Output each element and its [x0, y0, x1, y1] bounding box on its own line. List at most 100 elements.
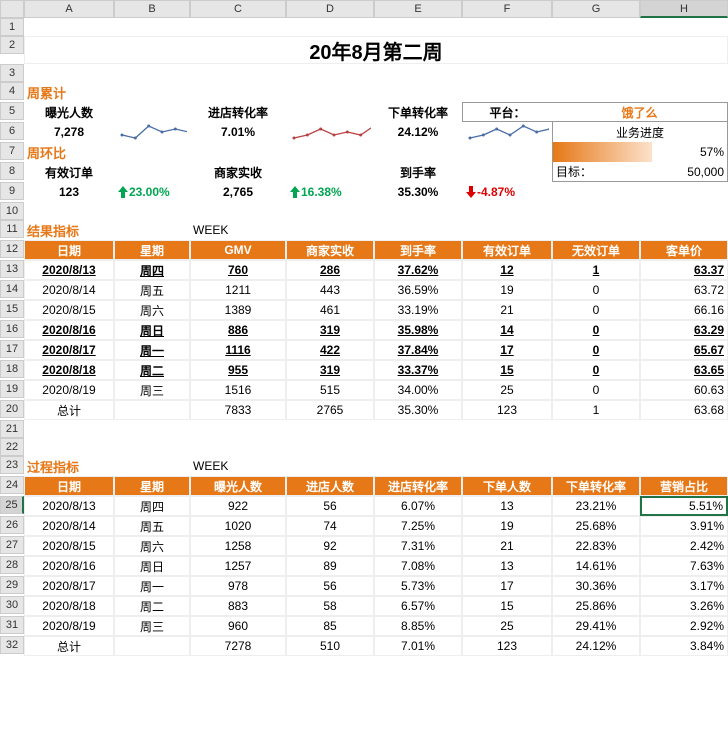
process-visit-rate-4[interactable]: 5.73% — [374, 576, 462, 596]
process-day-4[interactable]: 周一 — [114, 576, 190, 596]
result-date-2[interactable]: 2020/8/15 — [24, 300, 114, 320]
col-header-H[interactable]: H — [640, 0, 728, 18]
result-price-2[interactable]: 66.16 — [640, 300, 728, 320]
process-order-rate-1[interactable]: 25.68% — [552, 516, 640, 536]
result-invalid-6[interactable]: 0 — [552, 380, 640, 400]
col-header-D[interactable]: D — [286, 0, 374, 18]
result-gmv-0[interactable]: 760 — [190, 260, 286, 280]
col-header-E[interactable]: E — [374, 0, 462, 18]
result-valid-4[interactable]: 17 — [462, 340, 552, 360]
process-marketing-6[interactable]: 2.92% — [640, 616, 728, 636]
result-gmv-6[interactable]: 1516 — [190, 380, 286, 400]
process-date-2[interactable]: 2020/8/15 — [24, 536, 114, 556]
process-visit-rate-0[interactable]: 6.07% — [374, 496, 462, 516]
process-day-1[interactable]: 周五 — [114, 516, 190, 536]
process-marketing-0[interactable]: 5.51% — [640, 496, 728, 516]
process-day-3[interactable]: 周日 — [114, 556, 190, 576]
process-order-rate-0[interactable]: 23.21% — [552, 496, 640, 516]
process-date-5[interactable]: 2020/8/18 — [24, 596, 114, 616]
process-visit-4[interactable]: 56 — [286, 576, 374, 596]
process-visit-rate-3[interactable]: 7.08% — [374, 556, 462, 576]
row-header-12[interactable]: 12 — [0, 240, 24, 258]
process-order-rate-3[interactable]: 14.61% — [552, 556, 640, 576]
result-valid-3[interactable]: 14 — [462, 320, 552, 340]
result-valid-6[interactable]: 25 — [462, 380, 552, 400]
process-marketing-3[interactable]: 7.63% — [640, 556, 728, 576]
result-day-3[interactable]: 周日 — [114, 320, 190, 340]
result-day-4[interactable]: 周一 — [114, 340, 190, 360]
result-gmv-2[interactable]: 1389 — [190, 300, 286, 320]
result-day-1[interactable]: 周五 — [114, 280, 190, 300]
row-header-3[interactable]: 3 — [0, 64, 24, 82]
spreadsheet[interactable]: ABCDEFGH1220年8月第二周34周累计5曝光人数进店转化率下单转化率平台… — [0, 0, 728, 656]
result-merchant-3[interactable]: 319 — [286, 320, 374, 340]
process-date-1[interactable]: 2020/8/14 — [24, 516, 114, 536]
result-gmv-5[interactable]: 955 — [190, 360, 286, 380]
process-visit-0[interactable]: 56 — [286, 496, 374, 516]
process-visit-5[interactable]: 58 — [286, 596, 374, 616]
process-date-3[interactable]: 2020/8/16 — [24, 556, 114, 576]
result-merchant-4[interactable]: 422 — [286, 340, 374, 360]
process-date-0[interactable]: 2020/8/13 — [24, 496, 114, 516]
row-header-29[interactable]: 29 — [0, 576, 24, 594]
result-invalid-2[interactable]: 0 — [552, 300, 640, 320]
result-invalid-4[interactable]: 0 — [552, 340, 640, 360]
result-price-4[interactable]: 65.67 — [640, 340, 728, 360]
result-valid-2[interactable]: 21 — [462, 300, 552, 320]
row-header-20[interactable]: 20 — [0, 400, 24, 418]
process-order-6[interactable]: 25 — [462, 616, 552, 636]
result-date-6[interactable]: 2020/8/19 — [24, 380, 114, 400]
result-date-4[interactable]: 2020/8/17 — [24, 340, 114, 360]
row-header-28[interactable]: 28 — [0, 556, 24, 574]
result-rate-3[interactable]: 35.98% — [374, 320, 462, 340]
row-header-8[interactable]: 8 — [0, 162, 24, 180]
process-exposure-4[interactable]: 978 — [190, 576, 286, 596]
row-header-25[interactable]: 25 — [0, 496, 24, 514]
process-visit-rate-1[interactable]: 7.25% — [374, 516, 462, 536]
row-header-7[interactable]: 7 — [0, 142, 24, 160]
process-exposure-0[interactable]: 922 — [190, 496, 286, 516]
process-exposure-1[interactable]: 1020 — [190, 516, 286, 536]
process-order-rate-5[interactable]: 25.86% — [552, 596, 640, 616]
row-header-15[interactable]: 15 — [0, 300, 24, 318]
result-price-3[interactable]: 63.29 — [640, 320, 728, 340]
col-header-F[interactable]: F — [462, 0, 552, 18]
process-marketing-2[interactable]: 2.42% — [640, 536, 728, 556]
result-gmv-4[interactable]: 1116 — [190, 340, 286, 360]
row-header-1[interactable]: 1 — [0, 18, 24, 36]
result-invalid-0[interactable]: 1 — [552, 260, 640, 280]
result-merchant-6[interactable]: 515 — [286, 380, 374, 400]
row-header-17[interactable]: 17 — [0, 340, 24, 358]
result-date-3[interactable]: 2020/8/16 — [24, 320, 114, 340]
result-day-6[interactable]: 周三 — [114, 380, 190, 400]
row-header-21[interactable]: 21 — [0, 420, 24, 438]
result-day-2[interactable]: 周六 — [114, 300, 190, 320]
process-day-0[interactable]: 周四 — [114, 496, 190, 516]
result-valid-1[interactable]: 19 — [462, 280, 552, 300]
process-exposure-3[interactable]: 1257 — [190, 556, 286, 576]
row-header-6[interactable]: 6 — [0, 122, 24, 140]
result-day-5[interactable]: 周二 — [114, 360, 190, 380]
result-valid-0[interactable]: 12 — [462, 260, 552, 280]
process-order-rate-4[interactable]: 30.36% — [552, 576, 640, 596]
process-visit-6[interactable]: 85 — [286, 616, 374, 636]
process-marketing-4[interactable]: 3.17% — [640, 576, 728, 596]
col-header-B[interactable]: B — [114, 0, 190, 18]
result-merchant-2[interactable]: 461 — [286, 300, 374, 320]
result-merchant-1[interactable]: 443 — [286, 280, 374, 300]
result-date-5[interactable]: 2020/8/18 — [24, 360, 114, 380]
process-date-4[interactable]: 2020/8/17 — [24, 576, 114, 596]
row-header-27[interactable]: 27 — [0, 536, 24, 554]
result-rate-0[interactable]: 37.62% — [374, 260, 462, 280]
row-header-11[interactable]: 11 — [0, 220, 24, 238]
result-merchant-5[interactable]: 319 — [286, 360, 374, 380]
process-order-0[interactable]: 13 — [462, 496, 552, 516]
row-header-24[interactable]: 24 — [0, 476, 24, 494]
process-day-5[interactable]: 周二 — [114, 596, 190, 616]
col-header-C[interactable]: C — [190, 0, 286, 18]
process-visit-1[interactable]: 74 — [286, 516, 374, 536]
row-header-26[interactable]: 26 — [0, 516, 24, 534]
result-invalid-1[interactable]: 0 — [552, 280, 640, 300]
process-day-6[interactable]: 周三 — [114, 616, 190, 636]
process-marketing-5[interactable]: 3.26% — [640, 596, 728, 616]
